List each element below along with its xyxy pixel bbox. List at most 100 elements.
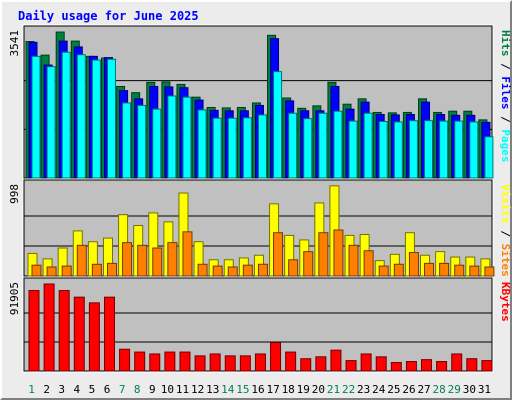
bar-pages-day-15 [242,117,252,179]
chart-title: Daily usage for June 2025 [18,9,199,23]
series-kbytes [28,283,493,372]
x-tick-day-12: 12 [191,383,204,396]
bar-pages-day-25 [393,121,403,179]
bar-pages-day-22 [348,120,358,179]
bar-kbytes-day-29 [451,353,463,372]
bar-kbytes-day-23 [360,353,372,372]
bar-pages-day-12 [197,109,207,179]
bar-kbytes-day-15 [239,355,251,372]
bar-pages-day-20 [318,112,328,179]
bar-pages-day-29 [454,120,464,179]
legend-separator: / [499,57,512,77]
x-tick-day-19: 19 [297,383,310,396]
bar-pages-day-17 [273,71,283,179]
bar-pages-day-11 [182,96,192,179]
bar-sites-day-13 [212,265,223,277]
bar-sites-day-21 [333,229,344,277]
bar-kbytes-day-22 [345,360,357,372]
bar-kbytes-day-27 [421,359,433,372]
bar-pages-day-31 [484,136,494,179]
x-tick-day-25: 25 [387,383,400,396]
bar-kbytes-day-28 [436,361,448,372]
bar-kbytes-day-6 [103,296,115,372]
bar-sites-day-9 [152,247,163,277]
bar-pages-day-16 [257,114,267,179]
x-tick-day-3: 3 [58,383,65,396]
bar-kbytes-day-2 [43,283,55,372]
x-tick-day-23: 23 [357,383,370,396]
y-max-label-visits-sites: 998 [8,184,21,204]
bar-sites-day-3 [61,265,72,277]
chart-panels: 3541 Hits / Files / Pages 998 Visits / Site… [8,24,512,373]
bar-pages-day-6 [106,58,116,179]
x-tick-day-18: 18 [282,383,295,396]
y-max-label-hits-files-pages: 3541 [8,30,21,57]
bar-pages-day-27 [424,120,434,179]
bar-sites-day-28 [439,262,450,277]
bar-kbytes-day-17 [270,342,282,372]
bar-sites-day-7 [122,242,133,277]
panel-border [22,276,494,373]
bar-kbytes-day-11 [179,351,191,372]
bar-sites-day-27 [424,262,435,277]
bar-kbytes-day-12 [194,355,206,372]
series-sites [31,229,495,277]
bar-pages-day-10 [167,95,177,179]
bar-kbytes-day-18 [285,351,297,372]
bar-pages-day-26 [408,120,418,179]
bar-pages-day-9 [152,108,162,179]
bar-sites-day-15 [242,264,253,277]
bar-kbytes-day-8 [134,351,146,372]
bar-pages-day-30 [469,121,479,179]
legend-pages: Pages [499,129,512,162]
x-tick-day-8: 8 [134,383,141,396]
bar-pages-day-14 [227,117,237,179]
legend-separator: / [499,110,512,130]
bar-sites-day-2 [46,266,57,277]
legend-hits-files-pages: Hits / Files / Pages [499,30,512,163]
bar-kbytes-day-25 [390,361,402,372]
bar-pages-day-18 [288,112,298,179]
bar-kbytes-day-19 [300,358,312,372]
bar-sites-day-12 [197,263,208,277]
bar-kbytes-day-26 [405,361,417,372]
bar-kbytes-day-3 [58,290,70,372]
bar-sites-day-14 [227,266,238,277]
bar-sites-day-4 [76,244,87,277]
x-tick-day-14: 14 [221,383,235,396]
bar-kbytes-day-30 [466,358,478,372]
bar-kbytes-day-14 [224,355,236,372]
x-tick-day-20: 20 [312,383,325,396]
bar-pages-day-23 [363,112,373,179]
bar-pages-day-1 [31,55,41,179]
bar-pages-day-13 [212,117,222,179]
bar-sites-day-30 [469,265,480,277]
x-tick-day-6: 6 [104,383,111,396]
bar-kbytes-day-24 [375,356,387,372]
x-tick-day-5: 5 [89,383,96,396]
legend-kbytes: KBytes [499,282,512,322]
bar-sites-day-24 [378,265,389,277]
bar-pages-day-21 [333,110,343,179]
bar-sites-day-19 [303,251,314,277]
bar-sites-day-8 [137,244,148,277]
x-tick-day-22: 22 [342,383,355,396]
bar-kbytes-day-16 [254,353,266,372]
bar-kbytes-day-13 [209,353,221,372]
legend-visits-sites: Visits / Sites [499,184,512,277]
x-tick-day-21: 21 [327,383,340,396]
bar-pages-day-4 [76,54,86,179]
bar-sites-day-20 [318,232,329,277]
bar-kbytes-day-7 [119,348,131,372]
bar-sites-day-18 [288,259,299,277]
bar-pages-day-3 [61,51,71,179]
x-tick-day-29: 29 [448,383,461,396]
y-max-label-kbytes: 91905 [8,282,21,315]
bar-sites-day-6 [106,262,117,277]
x-axis-labels: 1 2 3 4 5 6 7 8 9 10 11 12 13 14 15 16 17 18 19 20 21 22 23 24 2… [28,383,491,396]
bar-kbytes-day-10 [164,351,176,372]
bar-sites-day-1 [31,264,42,277]
bar-kbytes-day-20 [315,356,327,372]
x-tick-day-11: 11 [176,383,189,396]
